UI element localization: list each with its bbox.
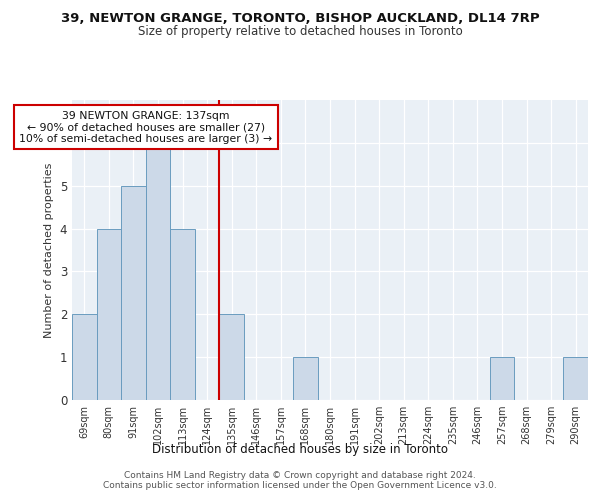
Bar [563, 357, 588, 400]
Bar [220, 314, 244, 400]
Y-axis label: Number of detached properties: Number of detached properties [44, 162, 54, 338]
Text: Contains HM Land Registry data © Crown copyright and database right 2024.
Contai: Contains HM Land Registry data © Crown c… [103, 470, 497, 490]
Bar [72, 314, 97, 400]
Bar [121, 186, 146, 400]
Bar [490, 357, 514, 400]
Text: Size of property relative to detached houses in Toronto: Size of property relative to detached ho… [137, 25, 463, 38]
Text: 39, NEWTON GRANGE, TORONTO, BISHOP AUCKLAND, DL14 7RP: 39, NEWTON GRANGE, TORONTO, BISHOP AUCKL… [61, 12, 539, 26]
Text: Distribution of detached houses by size in Toronto: Distribution of detached houses by size … [152, 442, 448, 456]
Bar [146, 143, 170, 400]
Bar [170, 228, 195, 400]
Bar [293, 357, 318, 400]
Bar [97, 228, 121, 400]
Text: 39 NEWTON GRANGE: 137sqm
← 90% of detached houses are smaller (27)
10% of semi-d: 39 NEWTON GRANGE: 137sqm ← 90% of detach… [19, 110, 272, 144]
